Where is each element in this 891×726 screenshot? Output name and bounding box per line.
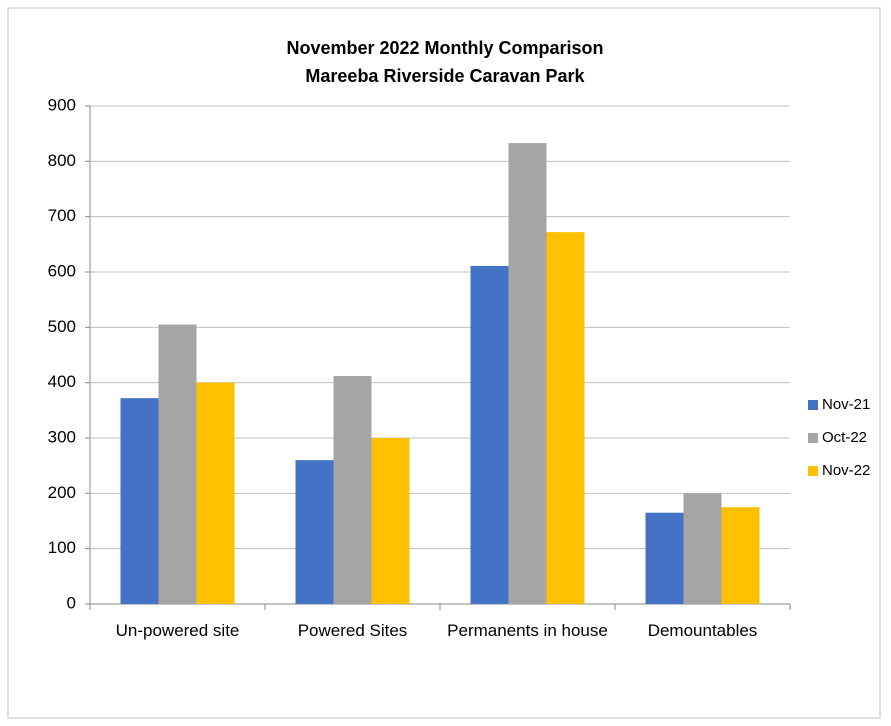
- bar: [645, 512, 684, 604]
- y-tick-label: 500: [48, 317, 76, 336]
- y-tick-label: 200: [48, 483, 76, 502]
- legend-label: Nov-22: [822, 462, 870, 479]
- y-tick-label: 700: [48, 206, 76, 225]
- bar: [721, 507, 760, 604]
- bar: [158, 324, 197, 604]
- bar: [120, 398, 159, 604]
- bar: [683, 493, 722, 604]
- legend-label: Nov-21: [822, 396, 870, 413]
- legend-swatch: [808, 433, 818, 443]
- y-tick-label: 800: [48, 151, 76, 170]
- bar: [333, 376, 372, 604]
- chart-title: November 2022 Monthly Comparison: [286, 38, 603, 58]
- bar: [470, 265, 509, 604]
- bar: [371, 438, 410, 604]
- y-tick-label: 600: [48, 261, 76, 280]
- x-tick-line: Un-powered site: [116, 621, 240, 640]
- x-tick-line: Permanents in house: [447, 621, 608, 640]
- legend-swatch: [808, 400, 818, 410]
- chart-frame: [7, 7, 881, 719]
- bar: [508, 143, 547, 604]
- y-tick-label: 300: [48, 427, 76, 446]
- y-tick-label: 100: [48, 538, 76, 557]
- x-tick-label: Un-powered site: [116, 621, 240, 640]
- x-tick-label: Permanents in house: [447, 621, 608, 640]
- x-tick-label: Powered Sites: [298, 621, 408, 640]
- chart-title: Mareeba Riverside Caravan Park: [305, 66, 585, 86]
- y-tick-label: 400: [48, 372, 76, 391]
- x-tick-line: Powered Sites: [298, 621, 408, 640]
- x-tick-line: Demountables: [648, 621, 758, 640]
- bar: [196, 382, 235, 604]
- y-tick-label: 0: [67, 593, 76, 612]
- x-tick-label: Demountables: [648, 621, 758, 640]
- bar: [546, 232, 585, 604]
- y-tick-label: 900: [48, 95, 76, 114]
- legend-label: Oct-22: [822, 429, 867, 446]
- legend-swatch: [808, 466, 818, 476]
- bar: [295, 460, 334, 604]
